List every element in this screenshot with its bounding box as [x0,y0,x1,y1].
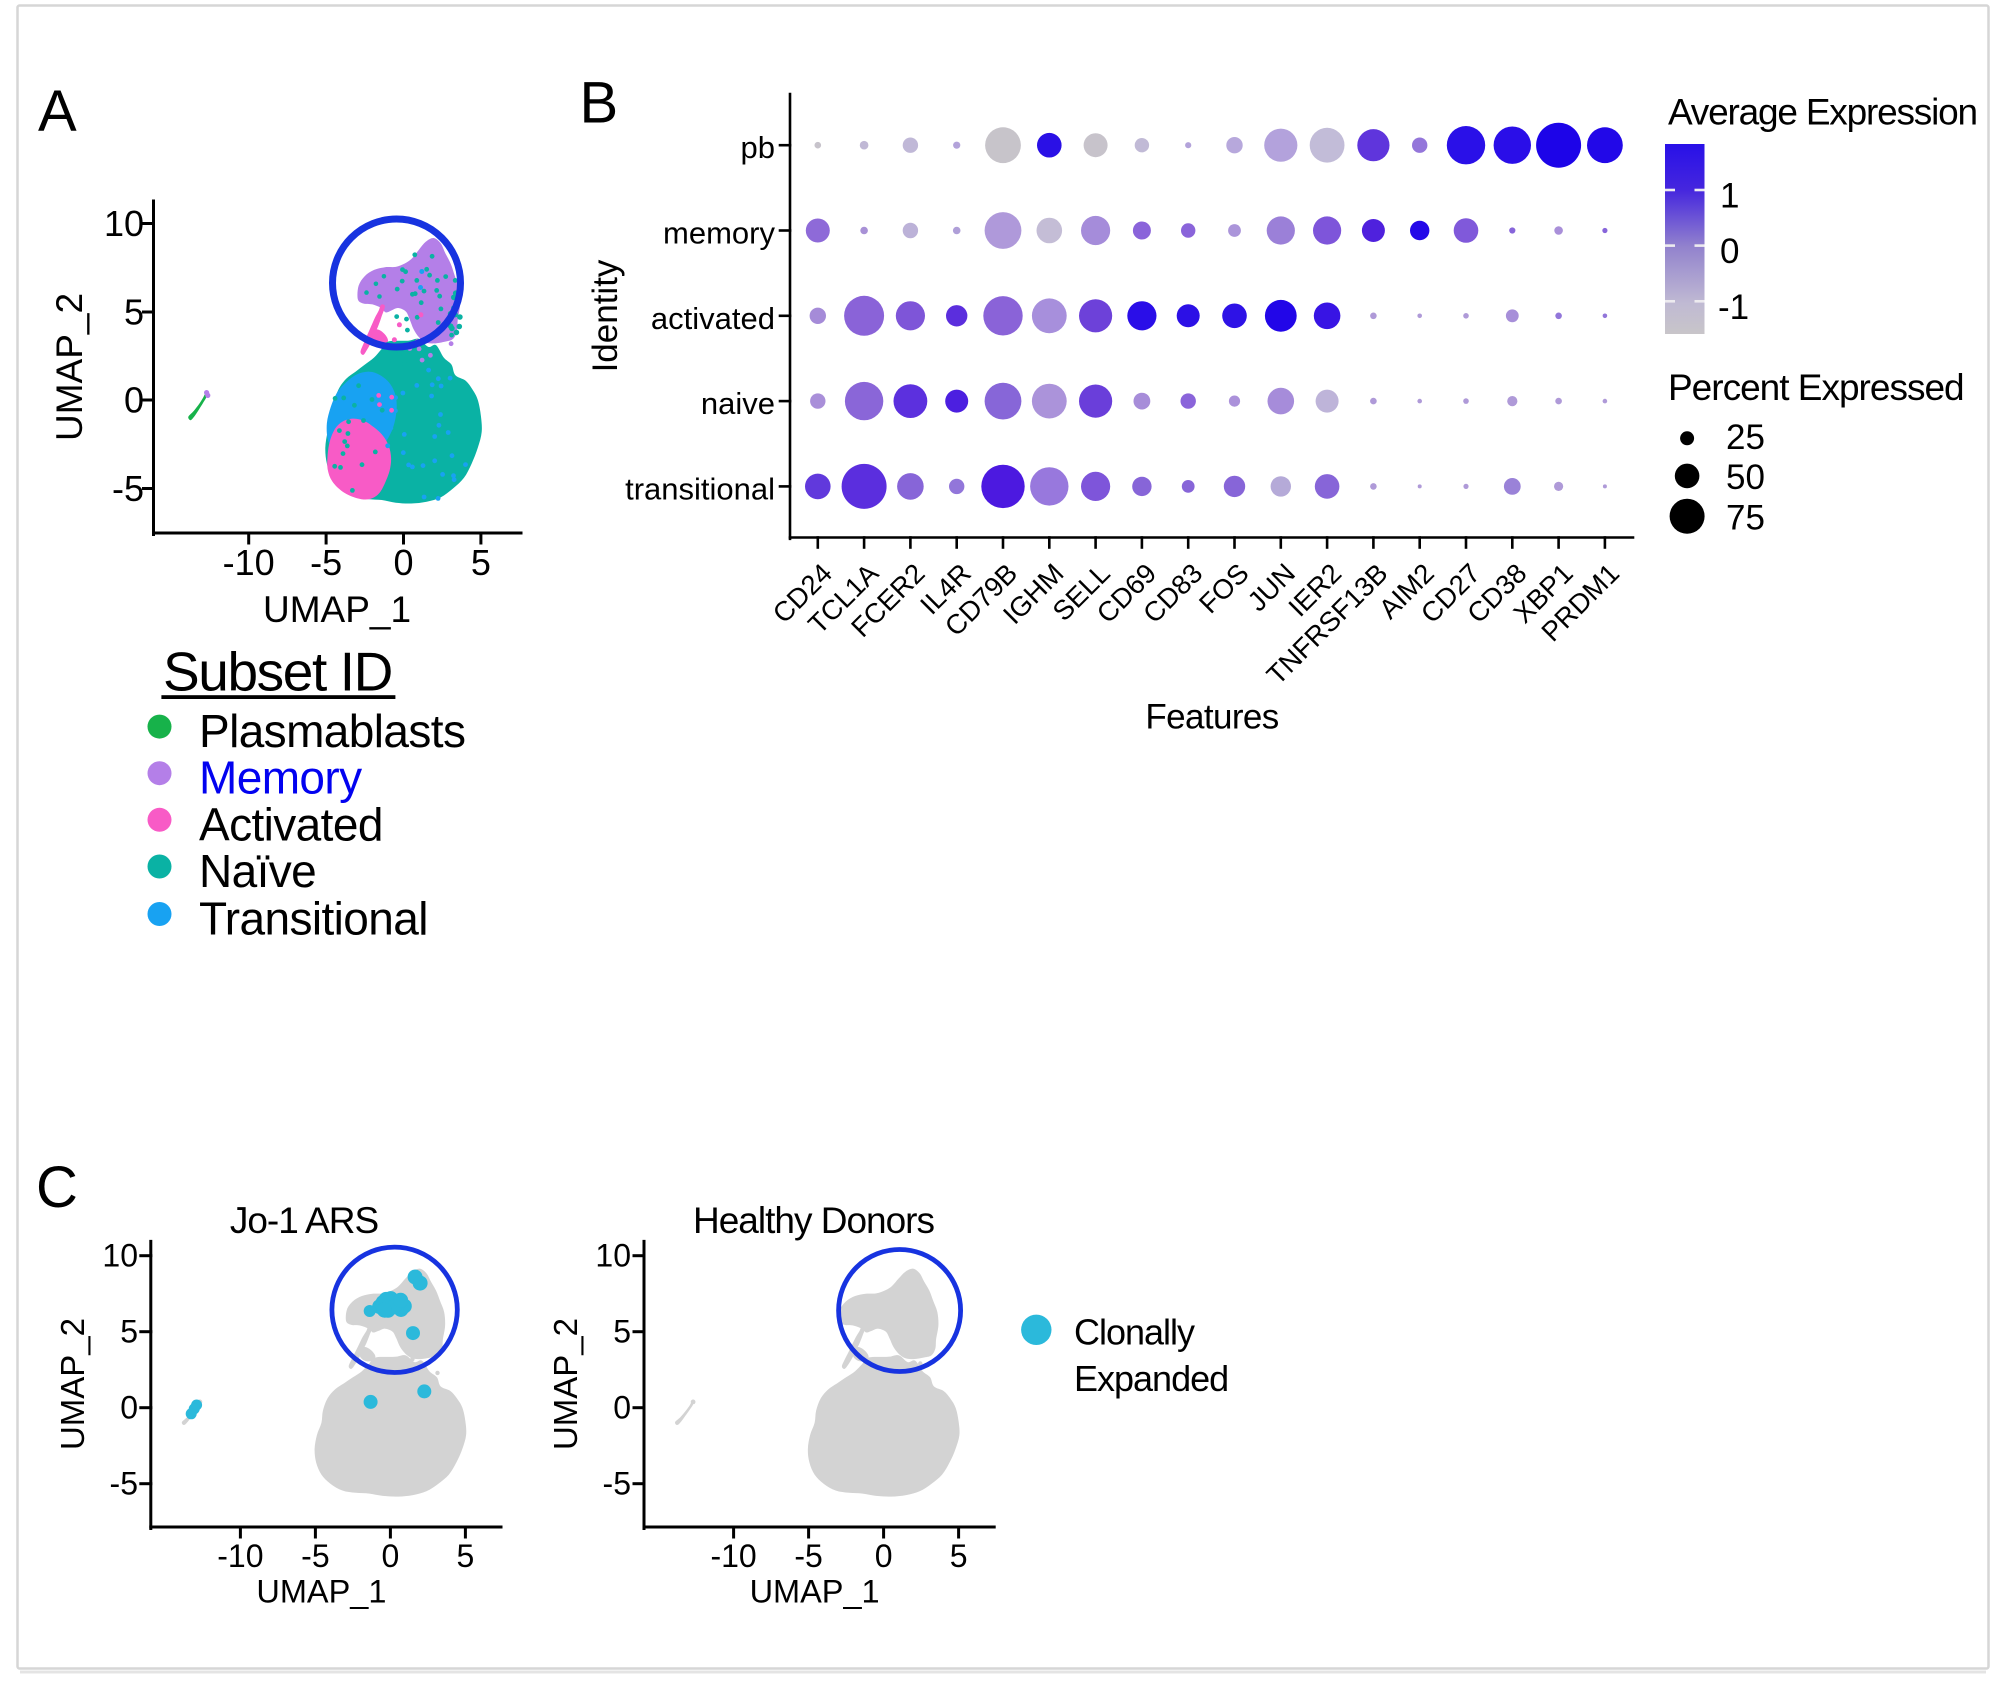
svg-text:transitional: transitional [625,471,775,506]
svg-text:10: 10 [104,203,144,244]
svg-text:naive: naive [701,386,775,421]
svg-text:0: 0 [124,380,144,421]
svg-text:pb: pb [741,130,775,165]
svg-text:Clonally: Clonally [1074,1312,1195,1353]
svg-text:5: 5 [950,1538,968,1574]
svg-text:Memory: Memory [199,752,362,804]
svg-text:-5: -5 [603,1466,631,1502]
svg-text:-10: -10 [223,542,275,583]
svg-text:activated: activated [651,301,775,336]
svg-text:0: 0 [613,1390,631,1426]
svg-text:Average Expression: Average Expression [1668,92,1977,133]
svg-text:-5: -5 [112,468,144,509]
svg-text:-5: -5 [301,1538,329,1574]
svg-text:-10: -10 [710,1538,756,1574]
svg-text:memory: memory [663,216,775,251]
svg-text:Subset ID: Subset ID [163,640,392,702]
svg-text:C: C [36,1155,78,1220]
svg-text:5: 5 [457,1538,475,1574]
svg-text:50: 50 [1726,458,1765,497]
svg-text:1: 1 [1720,177,1739,216]
svg-text:-5: -5 [310,542,342,583]
svg-text:25: 25 [1726,418,1765,457]
svg-text:0: 0 [1720,232,1739,271]
svg-text:Jo-1 ARS: Jo-1 ARS [230,1200,378,1241]
svg-text:UMAP_1: UMAP_1 [256,1574,386,1610]
svg-text:5: 5 [120,1314,138,1350]
svg-text:UMAP_2: UMAP_2 [54,1318,91,1450]
svg-text:UMAP_1: UMAP_1 [263,589,411,630]
svg-text:10: 10 [102,1238,138,1274]
svg-text:A: A [38,79,77,144]
svg-text:-1: -1 [1718,288,1749,327]
svg-text:Plasmablasts: Plasmablasts [199,705,465,757]
svg-text:Percent Expressed: Percent Expressed [1668,367,1964,408]
svg-text:Expanded: Expanded [1074,1358,1228,1399]
svg-text:0: 0 [393,542,413,583]
svg-text:Features: Features [1145,698,1278,737]
svg-text:-5: -5 [110,1466,138,1502]
svg-text:UMAP_1: UMAP_1 [750,1574,880,1610]
svg-text:10: 10 [595,1238,631,1274]
svg-text:-10: -10 [217,1538,263,1574]
svg-text:Naïve: Naïve [199,845,316,897]
svg-text:0: 0 [120,1390,138,1426]
svg-text:B: B [580,71,619,136]
svg-text:75: 75 [1726,499,1765,538]
svg-text:Healthy Donors: Healthy Donors [693,1200,935,1241]
svg-text:Identity: Identity [586,259,625,372]
svg-text:Activated: Activated [199,798,383,850]
svg-text:0: 0 [875,1538,893,1574]
svg-text:UMAP_2: UMAP_2 [49,293,90,441]
svg-text:-5: -5 [794,1538,822,1574]
svg-text:0: 0 [382,1538,400,1574]
svg-text:5: 5 [613,1314,631,1350]
svg-text:5: 5 [124,292,144,333]
svg-text:UMAP_2: UMAP_2 [547,1318,584,1450]
svg-text:Transitional: Transitional [199,893,428,945]
svg-text:5: 5 [471,542,491,583]
